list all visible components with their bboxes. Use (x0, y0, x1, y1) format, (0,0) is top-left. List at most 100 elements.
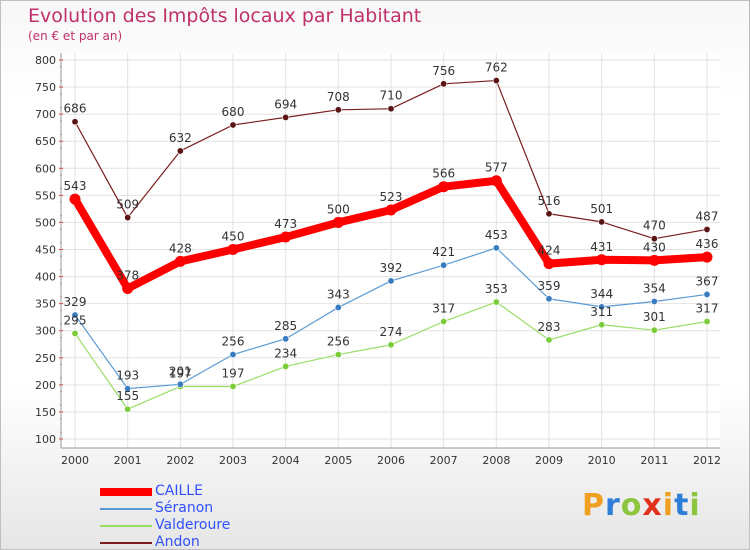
data-point-caille (701, 251, 713, 263)
y-tick-label: 450 (35, 244, 56, 257)
data-point-seranon (229, 351, 237, 359)
data-point-andon (282, 113, 290, 121)
x-tick-label: 2012 (693, 454, 721, 467)
logo-letter: P (582, 488, 605, 523)
data-point-seranon (492, 244, 500, 252)
data-label-seranon: 201 (169, 364, 192, 378)
data-label-andon: 762 (485, 61, 508, 75)
y-tick-label: 700 (35, 108, 56, 121)
data-point-andon (71, 118, 79, 126)
data-label-seranon: 359 (538, 279, 561, 293)
data-label-valderoure: 353 (485, 282, 508, 296)
data-point-andon (545, 210, 553, 218)
data-label-valderoure: 317 (432, 302, 455, 316)
data-label-seranon: 392 (380, 261, 403, 275)
data-label-valderoure: 155 (116, 389, 139, 403)
proxiti-logo: Proxiti (582, 488, 701, 523)
x-tick-label: 2000 (61, 454, 89, 467)
y-tick-label: 150 (35, 406, 56, 419)
data-label-valderoure: 256 (327, 335, 350, 349)
data-label-andon: 632 (169, 131, 192, 145)
data-label-caille: 428 (169, 241, 192, 255)
data-point-caille (648, 254, 660, 266)
data-point-valderoure (387, 341, 395, 349)
data-label-valderoure: 295 (64, 313, 87, 327)
y-tick-label: 650 (35, 135, 56, 148)
legend-swatch (100, 525, 152, 527)
data-point-seranon (387, 277, 395, 285)
data-point-andon (650, 235, 658, 243)
data-label-seranon: 343 (327, 287, 350, 301)
data-label-seranon: 285 (274, 319, 297, 333)
data-point-caille (69, 193, 81, 205)
data-label-andon: 686 (64, 102, 87, 116)
data-label-seranon: 421 (432, 245, 455, 259)
data-point-caille (332, 216, 344, 228)
x-tick-label: 2006 (377, 454, 405, 467)
logo-letter: o (620, 488, 643, 523)
data-point-andon (492, 77, 500, 85)
data-point-andon (124, 214, 132, 222)
data-label-andon: 509 (116, 198, 139, 212)
y-tick-label: 400 (35, 271, 56, 284)
data-label-caille: 543 (64, 179, 87, 193)
legend-item: Andon (100, 534, 320, 550)
legend-swatch (100, 488, 152, 496)
data-point-seranon (440, 261, 448, 269)
data-label-caille: 473 (274, 217, 297, 231)
data-point-andon (440, 80, 448, 88)
data-point-valderoure (598, 321, 606, 329)
data-point-valderoure (440, 318, 448, 326)
data-point-caille (280, 231, 292, 243)
data-label-valderoure: 197 (222, 366, 245, 380)
data-point-andon (176, 147, 184, 155)
legend-swatch (100, 542, 152, 544)
data-label-andon: 680 (222, 105, 245, 119)
data-label-seranon: 367 (696, 274, 719, 288)
data-label-valderoure: 283 (538, 320, 561, 334)
legend-label: CAILLE (155, 483, 203, 499)
data-point-seranon (282, 335, 290, 343)
data-point-caille (385, 204, 397, 216)
data-point-valderoure (545, 336, 553, 344)
data-label-andon: 487 (696, 209, 719, 223)
data-label-valderoure: 274 (380, 325, 403, 339)
legend-item: Séranon (100, 500, 320, 516)
data-label-caille: 378 (116, 268, 139, 282)
data-label-caille: 523 (380, 190, 403, 204)
data-labels: 686 509 632 680 694 708 710 756 762 516 501 470 487 2… (64, 61, 719, 404)
legend-label: Séranon (155, 500, 214, 516)
data-point-seranon (334, 303, 342, 311)
data-label-caille: 577 (485, 161, 508, 175)
data-point-seranon (176, 380, 184, 388)
data-label-valderoure: 317 (696, 302, 719, 316)
data-label-andon: 470 (643, 219, 666, 233)
data-point-valderoure (282, 362, 290, 370)
y-tick-label: 300 (35, 325, 56, 338)
data-point-caille (174, 255, 186, 267)
x-tick-label: 2001 (114, 454, 142, 467)
x-tick-label: 2008 (482, 454, 510, 467)
y-tick-label: 250 (35, 352, 56, 365)
data-label-andon: 516 (538, 194, 561, 208)
y-tick-label: 750 (35, 81, 56, 94)
x-tick-label: 2002 (166, 454, 194, 467)
data-label-andon: 756 (432, 64, 455, 78)
legend-label: Valderoure (155, 517, 231, 533)
data-label-caille: 431 (590, 240, 613, 254)
data-label-caille: 500 (327, 202, 350, 216)
legend-swatch (100, 508, 152, 510)
data-label-andon: 708 (327, 90, 350, 104)
data-label-caille: 566 (432, 167, 455, 181)
data-point-seranon (124, 385, 132, 393)
data-label-seranon: 256 (222, 335, 245, 349)
data-label-caille: 450 (222, 230, 245, 244)
data-label-caille: 424 (538, 244, 561, 258)
data-point-caille (227, 244, 239, 255)
data-label-andon: 710 (380, 89, 403, 103)
x-tick-label: 2011 (640, 454, 668, 467)
data-point-seranon (598, 303, 606, 311)
data-point-seranon (703, 290, 711, 298)
data-point-valderoure (71, 329, 79, 337)
